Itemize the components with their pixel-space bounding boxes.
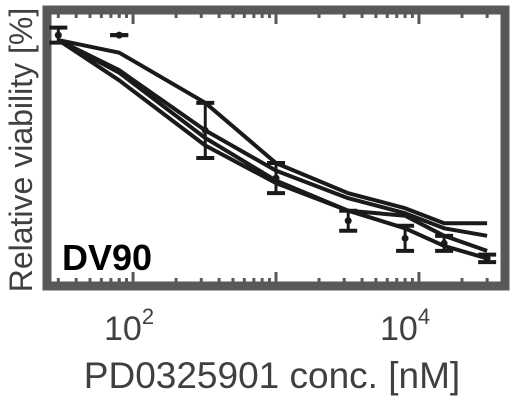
error-bars <box>49 25 497 265</box>
data-point <box>115 31 123 39</box>
data-point <box>201 126 209 134</box>
data-points <box>54 31 491 262</box>
x-tick-exponent: 2 <box>142 304 154 329</box>
x-tick-base: 10 <box>380 310 418 348</box>
data-point <box>401 234 409 242</box>
series-line-1 <box>57 38 488 226</box>
data-point <box>54 31 62 39</box>
x-tick-label-10000: 104 <box>380 304 430 348</box>
x-tick-exponent: 4 <box>418 304 430 329</box>
x-tick-label-100: 102 <box>104 304 154 348</box>
ticks <box>56 10 507 286</box>
panel-label: DV90 <box>62 237 152 278</box>
x-axis-label: PD0325901 conc. [nM] <box>84 355 460 396</box>
series-line-2 <box>57 38 488 238</box>
data-point <box>483 254 491 262</box>
data-point <box>440 239 448 247</box>
series-lines <box>57 38 488 261</box>
series-line-4 <box>57 38 488 261</box>
data-point <box>272 174 280 182</box>
y-axis-label: Relative viability [%] <box>3 8 39 293</box>
x-tick-base: 10 <box>104 310 142 348</box>
data-point <box>344 217 352 225</box>
